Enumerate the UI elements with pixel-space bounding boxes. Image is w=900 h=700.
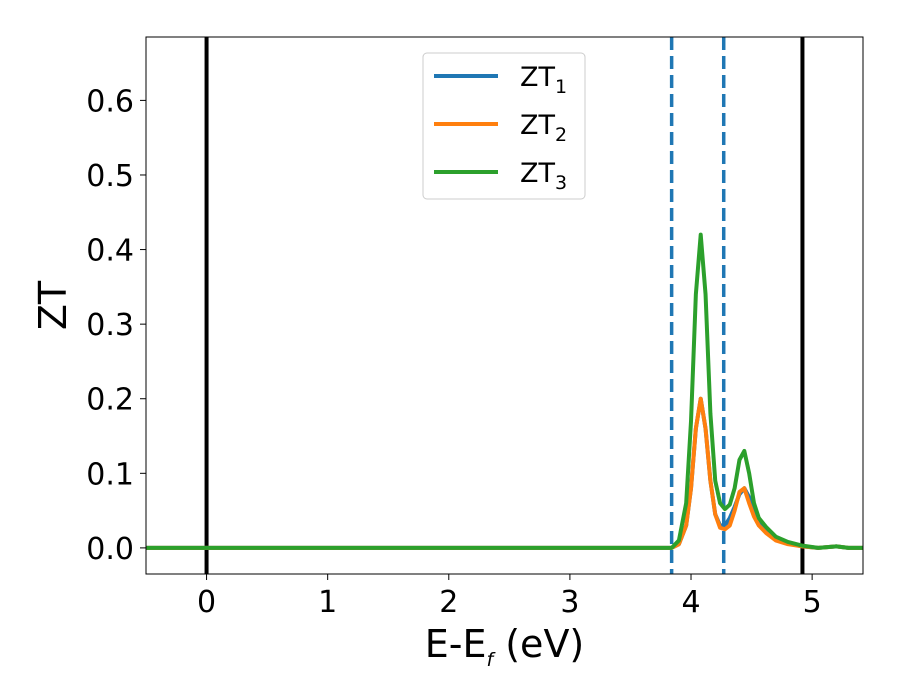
y-tick-label: 0.3 <box>86 308 134 343</box>
legend-label-1: ZT1 <box>520 62 567 98</box>
y-axis: 0.0 0.1 0.2 0.3 0.4 0.5 0.6 <box>86 84 146 567</box>
legend-label-3: ZT3 <box>520 158 567 194</box>
x-axis-label: E-Ef (eV) <box>425 622 585 671</box>
reference-lines <box>204 37 805 574</box>
x-tick-label: 0 <box>197 585 216 620</box>
series-line-3 <box>146 232 863 550</box>
y-tick-label: 0.5 <box>86 159 134 194</box>
y-tick-label: 0.0 <box>86 532 134 567</box>
y-tick-label: 0.2 <box>86 383 134 418</box>
x-tick-label: 5 <box>803 585 822 620</box>
legend-label-2: ZT2 <box>520 110 567 146</box>
x-tick-label: 2 <box>439 585 458 620</box>
legend-box <box>422 52 586 200</box>
plot-frame <box>145 36 864 575</box>
legend: ZT1 ZT2 ZT3 <box>422 52 586 200</box>
x-tick-label: 4 <box>681 585 700 620</box>
y-tick-label: 0.4 <box>86 234 134 269</box>
series-line-1 <box>146 396 863 550</box>
series-line-2 <box>146 396 863 550</box>
x-tick-label: 3 <box>560 585 579 620</box>
x-tick-label: 1 <box>318 585 337 620</box>
y-tick-label: 0.6 <box>86 84 134 119</box>
x-axis: 0 1 2 3 4 5 <box>197 574 822 620</box>
y-axis-label: ZT <box>31 280 75 330</box>
series-layer <box>146 232 863 550</box>
y-tick-label: 0.1 <box>86 457 134 492</box>
